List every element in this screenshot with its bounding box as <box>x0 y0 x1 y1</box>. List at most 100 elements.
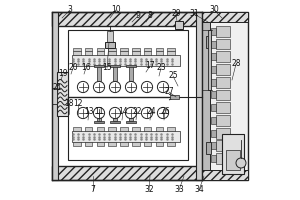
Bar <box>211 130 216 137</box>
Bar <box>216 39 230 49</box>
Text: 21: 21 <box>52 83 62 92</box>
Circle shape <box>110 81 121 93</box>
Bar <box>120 142 128 146</box>
Text: 19: 19 <box>58 70 68 78</box>
Bar <box>85 48 92 51</box>
Bar <box>144 48 152 51</box>
Bar <box>144 142 152 146</box>
Bar <box>94 121 104 123</box>
Bar <box>167 127 175 131</box>
Text: 20: 20 <box>68 64 78 72</box>
Text: 17: 17 <box>145 62 155 71</box>
Bar <box>108 51 116 55</box>
Bar <box>73 127 81 131</box>
Circle shape <box>236 158 246 168</box>
Bar <box>216 90 230 100</box>
Bar <box>144 51 152 55</box>
Bar <box>175 21 183 29</box>
Text: 15: 15 <box>102 64 112 72</box>
Text: 30: 30 <box>209 5 219 15</box>
Circle shape <box>141 107 153 119</box>
Bar <box>167 142 175 146</box>
Bar <box>72 131 180 142</box>
Text: 25: 25 <box>168 72 178 80</box>
Bar <box>206 142 211 154</box>
Bar <box>126 121 136 123</box>
Bar <box>216 140 230 151</box>
Text: 11: 11 <box>94 108 104 116</box>
Bar <box>97 142 104 146</box>
Bar <box>105 42 115 48</box>
Bar <box>226 150 240 170</box>
Bar <box>97 48 104 51</box>
Text: 14: 14 <box>118 108 128 116</box>
Bar <box>216 115 230 126</box>
Text: 31: 31 <box>189 9 199 19</box>
Bar <box>202 12 248 180</box>
Bar <box>97 113 101 121</box>
Text: 8: 8 <box>148 11 152 21</box>
Bar <box>120 48 128 51</box>
Bar <box>216 77 230 88</box>
Text: 16: 16 <box>81 64 91 72</box>
Circle shape <box>77 107 88 119</box>
Text: 12: 12 <box>73 99 83 108</box>
Bar <box>132 51 140 55</box>
Bar <box>211 142 216 149</box>
Bar <box>216 26 230 37</box>
Bar <box>57 72 68 116</box>
Text: 27: 27 <box>164 88 174 97</box>
Bar <box>94 65 104 67</box>
Bar <box>211 28 216 35</box>
Bar <box>73 48 81 51</box>
Bar <box>68 30 188 160</box>
Bar <box>211 66 216 73</box>
Bar <box>216 153 230 164</box>
Text: 24: 24 <box>146 108 156 116</box>
Text: 18: 18 <box>64 99 74 108</box>
Circle shape <box>110 107 121 119</box>
Bar <box>129 66 133 81</box>
Bar <box>216 51 230 62</box>
Bar <box>211 79 216 86</box>
Bar <box>52 12 202 26</box>
Text: 23: 23 <box>156 64 166 72</box>
Bar <box>73 51 81 55</box>
Bar <box>211 155 216 162</box>
Bar <box>211 91 216 98</box>
Text: 22: 22 <box>132 108 142 116</box>
Bar <box>108 127 116 131</box>
Text: 32: 32 <box>144 186 154 194</box>
Text: 29: 29 <box>171 9 181 19</box>
Bar <box>208 30 211 90</box>
Bar <box>216 128 230 139</box>
Circle shape <box>125 81 136 93</box>
Circle shape <box>93 81 105 93</box>
Bar <box>132 127 140 131</box>
Bar <box>108 142 116 146</box>
Circle shape <box>93 107 105 119</box>
Bar <box>52 166 202 180</box>
Bar <box>73 142 81 146</box>
Bar <box>110 65 120 67</box>
Circle shape <box>158 81 169 93</box>
Bar <box>211 41 216 48</box>
Bar <box>52 12 58 180</box>
Bar <box>97 51 104 55</box>
Bar <box>52 88 57 104</box>
Bar <box>196 12 202 180</box>
Bar <box>97 127 104 131</box>
Bar <box>132 48 140 51</box>
Bar <box>211 104 216 111</box>
Circle shape <box>125 107 136 119</box>
Bar <box>202 12 248 22</box>
Circle shape <box>77 81 88 93</box>
Bar <box>211 53 216 60</box>
Bar <box>216 64 230 75</box>
Text: 3: 3 <box>68 5 72 15</box>
Bar <box>202 22 210 170</box>
Bar <box>167 51 175 55</box>
Bar <box>222 134 244 174</box>
Bar <box>206 36 211 48</box>
Bar <box>126 65 136 67</box>
